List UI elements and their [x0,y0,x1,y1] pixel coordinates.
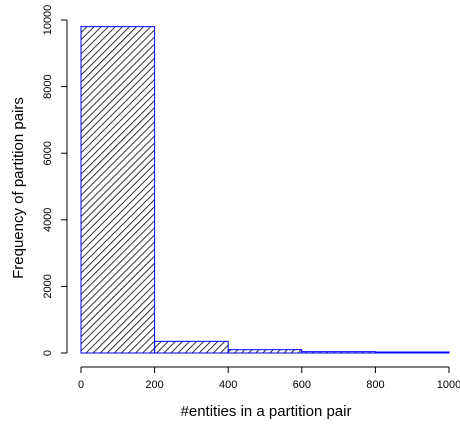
histogram-bar-3 [301,351,376,354]
x-tick-label-1: 200 [145,379,163,391]
x-tick-label-3: 600 [293,379,311,391]
y-tick-label-5: 10000 [42,5,54,36]
histogram-bar-1 [154,340,229,354]
histogram-bars [80,26,450,354]
y-tick-label-4: 8000 [42,74,54,98]
y-axis-title: Frequency of partition pairs [10,97,27,279]
histogram-bar-4 [374,351,450,354]
histogram-bar-0 [80,26,156,354]
y-tick-label-0: 0 [42,350,54,356]
x-tick-label-5: 1000 [437,379,460,391]
x-tick-label-2: 400 [219,379,237,391]
x-tick-label-4: 800 [366,379,384,391]
x-axis-title: #entities in a partition pair [181,403,352,420]
x-tick-label-0: 0 [78,379,84,391]
y-axis: 0 2000 4000 6000 8000 10000 [42,5,68,356]
y-tick-label-1: 2000 [42,274,54,298]
histogram-bar-2 [227,349,303,354]
y-tick-label-3: 6000 [42,141,54,165]
y-tick-label-2: 4000 [42,208,54,232]
x-axis: 0 200 400 600 800 1000 [78,366,460,391]
